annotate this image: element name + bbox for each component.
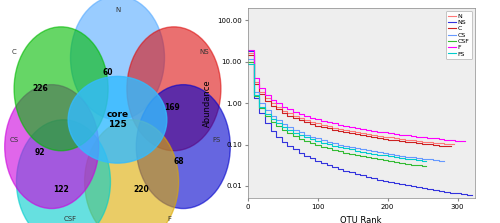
Text: FS: FS xyxy=(212,137,220,143)
Ellipse shape xyxy=(14,27,108,151)
Text: 60: 60 xyxy=(103,68,114,77)
Legend: N, NS, C, CS, CSF, F, FS: N, NS, C, CS, CSF, F, FS xyxy=(446,11,472,59)
Ellipse shape xyxy=(68,76,167,163)
Ellipse shape xyxy=(127,27,221,151)
Text: CSF: CSF xyxy=(64,216,77,222)
Text: 92: 92 xyxy=(34,148,45,157)
Ellipse shape xyxy=(70,0,164,120)
Text: N: N xyxy=(115,7,120,13)
Text: 169: 169 xyxy=(164,103,180,112)
Text: 226: 226 xyxy=(32,84,48,93)
Ellipse shape xyxy=(16,120,110,223)
Text: F: F xyxy=(167,216,171,222)
Text: CS: CS xyxy=(10,137,18,143)
Ellipse shape xyxy=(4,85,98,209)
Ellipse shape xyxy=(84,120,178,223)
Text: C: C xyxy=(12,49,16,55)
X-axis label: OTU Rank: OTU Rank xyxy=(340,216,382,223)
Ellipse shape xyxy=(136,85,230,209)
Text: 68: 68 xyxy=(174,157,184,165)
Text: 220: 220 xyxy=(133,186,149,194)
Text: 122: 122 xyxy=(53,186,69,194)
Text: core
125: core 125 xyxy=(106,110,128,130)
Y-axis label: Abundance: Abundance xyxy=(202,79,211,127)
Text: NS: NS xyxy=(200,49,209,55)
